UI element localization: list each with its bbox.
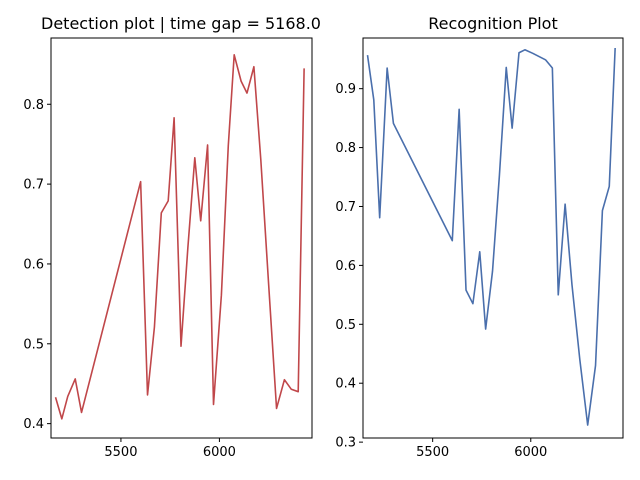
recognition-plot: Recognition Plot 5500 6000 0.3 0.4 0.5 0.6 0.7… bbox=[335, 14, 624, 460]
recognition-y-tick-label: 0.4 bbox=[335, 377, 356, 392]
detection-series-line-0 bbox=[54, 53, 305, 420]
recognition-y-tick-label: 0.8 bbox=[335, 141, 356, 156]
detection-plot-title: Detection plot | time gap = 5168.0 bbox=[41, 14, 321, 33]
detection-y-tick-label: 0.5 bbox=[23, 337, 44, 352]
detection-plot: Detection plot | time gap = 5168.0 5500 6… bbox=[23, 14, 321, 460]
recognition-y-tick-label: 0.3 bbox=[335, 436, 356, 451]
recognition-y-tick-label: 0.9 bbox=[335, 82, 356, 97]
recognition-y-tick-label: 0.5 bbox=[335, 318, 356, 333]
detection-x-tick-label: 5500 bbox=[104, 445, 137, 460]
recognition-y-tick-label: 0.7 bbox=[335, 200, 356, 215]
detection-y-tick-label: 0.8 bbox=[23, 98, 44, 113]
recognition-y-tick-label: 0.6 bbox=[335, 259, 356, 274]
detection-axes-frame bbox=[50, 37, 313, 439]
detection-y-tick-label: 0.4 bbox=[23, 417, 44, 432]
recognition-x-tick-label: 5500 bbox=[416, 445, 449, 460]
recognition-x-tick-label: 6000 bbox=[514, 445, 547, 460]
recognition-series-line-0 bbox=[366, 47, 616, 426]
detection-y-tick-label: 0.7 bbox=[23, 178, 44, 193]
recognition-plot-title: Recognition Plot bbox=[428, 14, 557, 33]
detection-y-tick-label: 0.6 bbox=[23, 257, 44, 272]
recognition-axes-frame bbox=[362, 37, 624, 439]
detection-x-tick-label: 6000 bbox=[203, 445, 236, 460]
